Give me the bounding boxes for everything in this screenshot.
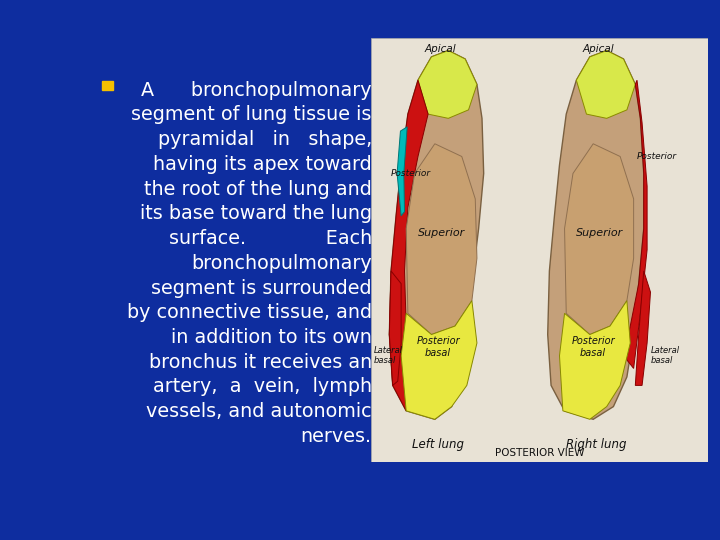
Polygon shape (564, 144, 634, 334)
Text: pyramidal   in   shape,: pyramidal in shape, (158, 130, 372, 149)
Polygon shape (548, 51, 644, 419)
Text: bronchopulmonary: bronchopulmonary (191, 254, 372, 273)
Text: Superior: Superior (418, 228, 465, 238)
Text: segment of lung tissue is: segment of lung tissue is (132, 105, 372, 124)
Polygon shape (397, 127, 408, 216)
Polygon shape (401, 301, 477, 419)
Text: segment is surrounded: segment is surrounded (151, 279, 372, 298)
FancyBboxPatch shape (371, 38, 708, 462)
Text: Left lung: Left lung (412, 438, 464, 451)
Text: Apical: Apical (424, 44, 456, 54)
Polygon shape (418, 51, 477, 118)
Polygon shape (406, 144, 477, 334)
Text: nerves.: nerves. (301, 427, 372, 446)
Text: Posterior
basal: Posterior basal (416, 336, 460, 358)
Bar (102, 82, 114, 90)
Text: by connective tissue, and: by connective tissue, and (127, 303, 372, 322)
Text: bronchus it receives an: bronchus it receives an (148, 353, 372, 372)
Text: the root of the lung and: the root of the lung and (144, 180, 372, 199)
Polygon shape (390, 80, 428, 411)
Text: POSTERIOR VIEW: POSTERIOR VIEW (495, 448, 584, 458)
Text: Posterior: Posterior (637, 152, 677, 161)
Text: vessels, and autonomic: vessels, and autonomic (146, 402, 372, 421)
Text: Right lung: Right lung (567, 438, 627, 451)
Text: having its apex toward: having its apex toward (153, 155, 372, 174)
Polygon shape (635, 271, 650, 386)
Text: in addition to its own: in addition to its own (171, 328, 372, 347)
Text: surface.             Each: surface. Each (168, 229, 372, 248)
Text: Posterior
basal: Posterior basal (572, 336, 615, 358)
Polygon shape (559, 301, 630, 419)
Text: A      bronchopulmonary: A bronchopulmonary (141, 80, 372, 99)
Polygon shape (624, 80, 647, 368)
Polygon shape (390, 271, 401, 386)
Text: Lateral
basal: Lateral basal (374, 346, 403, 366)
Text: Posterior: Posterior (391, 169, 431, 178)
Polygon shape (576, 51, 635, 118)
Text: Superior: Superior (576, 228, 624, 238)
Text: Apical: Apical (582, 44, 614, 54)
Polygon shape (390, 51, 484, 419)
Text: artery,  a  vein,  lymph: artery, a vein, lymph (153, 377, 372, 396)
Text: Lateral
basal: Lateral basal (650, 346, 680, 366)
Text: its base toward the lung: its base toward the lung (140, 204, 372, 224)
